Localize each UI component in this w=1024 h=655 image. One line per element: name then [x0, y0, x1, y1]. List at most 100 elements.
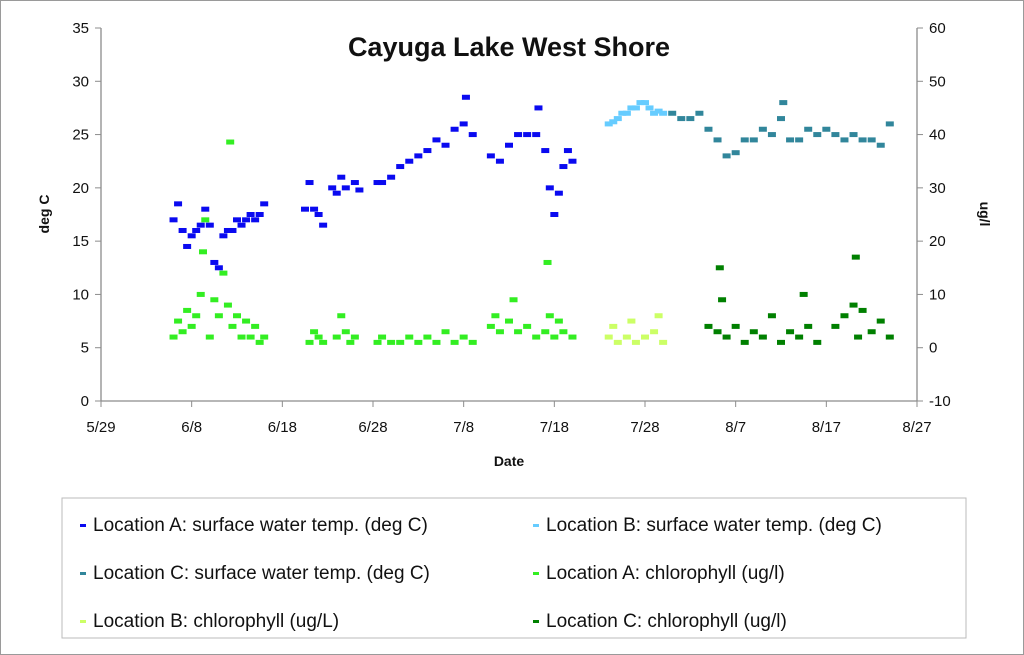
- data-point: [758, 334, 767, 340]
- data-point: [559, 329, 568, 335]
- data-point: [831, 323, 840, 329]
- data-point: [713, 329, 722, 335]
- data-point: [777, 339, 785, 345]
- data-point: [246, 212, 255, 217]
- data-point: [183, 243, 192, 249]
- legend-marker: [80, 620, 86, 623]
- data-point: [627, 318, 636, 324]
- data-point: [432, 137, 441, 143]
- y2-tick-label: 50: [929, 73, 946, 90]
- data-point: [219, 270, 228, 276]
- data-point: [731, 323, 740, 329]
- data-point: [740, 137, 749, 143]
- data-point: [554, 318, 563, 324]
- data-point: [214, 313, 223, 319]
- legend-marker: [533, 620, 539, 623]
- data-point: [767, 313, 776, 319]
- series-6: [704, 254, 894, 345]
- legend-marker: [533, 524, 539, 527]
- y-tick-label: 35: [72, 20, 89, 37]
- data-point: [387, 339, 396, 345]
- data-point: [210, 297, 219, 303]
- data-point: [226, 139, 235, 145]
- data-point: [514, 329, 523, 335]
- data-point: [233, 217, 241, 223]
- data-point: [468, 339, 477, 345]
- data-point: [196, 291, 205, 297]
- data-point: [609, 119, 618, 125]
- y-tick-label: 20: [72, 180, 89, 197]
- y2-tick-label: 10: [929, 286, 946, 303]
- data-point: [613, 116, 622, 122]
- legend-box: [61, 497, 967, 639]
- data-point: [654, 108, 663, 114]
- data-point: [645, 105, 654, 111]
- data-point: [876, 142, 885, 148]
- data-point: [468, 132, 477, 138]
- data-point: [495, 329, 504, 335]
- y-tick-label: 10: [72, 286, 89, 303]
- data-point: [559, 164, 568, 170]
- data-point: [713, 137, 722, 143]
- y-tick-label: 25: [72, 127, 89, 144]
- y2-axis-label: ug/l: [977, 202, 993, 227]
- y2-tick-label: 60: [929, 20, 946, 37]
- data-point: [237, 334, 246, 340]
- data-point: [523, 323, 532, 329]
- data-point: [799, 291, 808, 297]
- data-point: [223, 227, 232, 233]
- data-point: [654, 313, 663, 319]
- data-point: [450, 126, 459, 132]
- data-point: [332, 334, 341, 340]
- data-point: [858, 307, 867, 313]
- data-point: [187, 233, 196, 239]
- data-point: [242, 318, 251, 324]
- data-point: [328, 185, 337, 191]
- series-2: [604, 100, 668, 127]
- data-point: [214, 265, 223, 271]
- legend-marker: [533, 572, 539, 575]
- data-point: [346, 339, 355, 345]
- data-point: [541, 148, 550, 154]
- data-point: [495, 158, 504, 164]
- x-tick-label: 7/28: [630, 419, 659, 436]
- data-point: [169, 217, 178, 223]
- data-point: [237, 222, 246, 228]
- data-point: [618, 110, 627, 116]
- data-point: [192, 227, 201, 233]
- data-point: [255, 339, 264, 345]
- data-point: [337, 313, 346, 319]
- data-point: [677, 116, 686, 122]
- series-5: [604, 313, 668, 345]
- data-point: [786, 137, 795, 143]
- data-point: [332, 190, 341, 196]
- data-point: [255, 212, 264, 217]
- data-point: [686, 116, 695, 122]
- data-point: [350, 334, 359, 340]
- data-point: [441, 142, 450, 148]
- data-point: [432, 339, 441, 345]
- data-point: [405, 334, 414, 340]
- data-point: [867, 329, 876, 335]
- data-point: [373, 180, 382, 186]
- data-point: [219, 233, 228, 239]
- data-point: [396, 339, 405, 345]
- data-point: [545, 313, 554, 319]
- data-point: [242, 217, 251, 223]
- data-point: [414, 339, 423, 345]
- y-tick-label: 30: [72, 73, 89, 90]
- data-point: [731, 150, 740, 156]
- data-point: [187, 323, 196, 329]
- data-point: [523, 132, 532, 138]
- data-point: [183, 307, 192, 313]
- data-point: [840, 313, 849, 319]
- data-point: [636, 100, 645, 106]
- data-point: [378, 180, 387, 186]
- data-point: [228, 323, 237, 329]
- data-point: [260, 201, 269, 207]
- data-point: [659, 339, 668, 345]
- x-tick-label: 6/18: [268, 419, 297, 436]
- data-point: [804, 126, 813, 132]
- data-point: [509, 297, 518, 303]
- data-point: [631, 339, 640, 345]
